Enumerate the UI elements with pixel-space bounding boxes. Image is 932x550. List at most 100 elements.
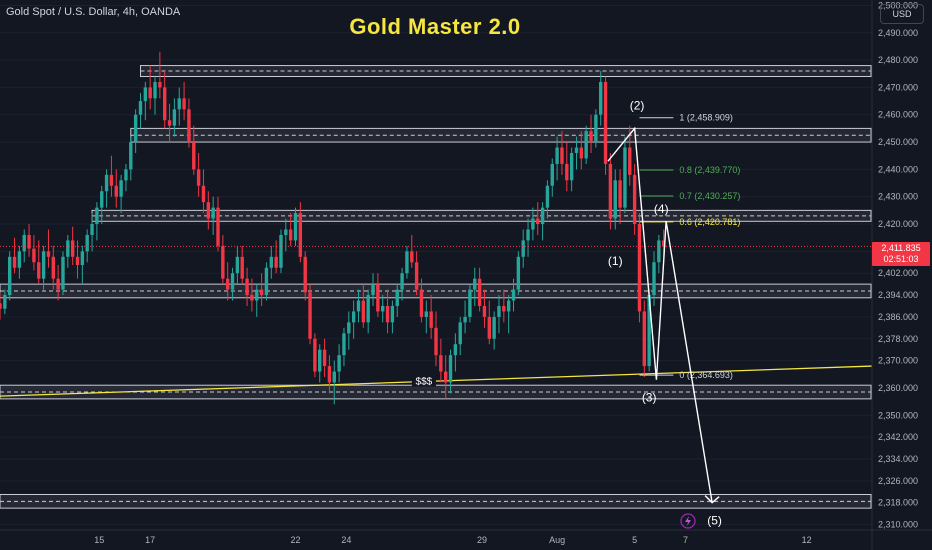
candle-body bbox=[342, 333, 346, 356]
candle-body bbox=[487, 316, 491, 339]
candle-body bbox=[376, 284, 380, 312]
candle-body bbox=[405, 251, 409, 274]
candle-body bbox=[361, 300, 366, 323]
candle-body bbox=[652, 262, 656, 296]
candle-body bbox=[172, 109, 177, 126]
price-tick-label: 2,370.000 bbox=[878, 356, 918, 366]
candle-body bbox=[211, 207, 215, 219]
candle-body bbox=[85, 234, 89, 252]
candle-body bbox=[366, 295, 370, 323]
candle-body bbox=[3, 295, 7, 309]
candle-body bbox=[138, 101, 143, 115]
price-tick-label: 2,490.000 bbox=[878, 28, 918, 38]
price-tick-label: 2,430.000 bbox=[878, 192, 918, 202]
candle-body bbox=[400, 273, 404, 290]
candle-body bbox=[245, 278, 249, 296]
candle-body bbox=[95, 207, 99, 225]
candle-body bbox=[182, 98, 186, 110]
candle-body bbox=[395, 289, 399, 306]
lightning-icon-ring bbox=[680, 513, 696, 529]
price-axis[interactable]: 2,500.000 2,490.000 2,480.000 2,470.000 2,46… bbox=[871, 0, 918, 550]
candle-body bbox=[410, 251, 414, 263]
zone-box bbox=[130, 127, 872, 143]
fib-label: 0.8 (2,439.770) bbox=[679, 165, 740, 175]
time-tick-label: Aug bbox=[549, 535, 565, 545]
candle-body bbox=[80, 251, 85, 265]
time-axis[interactable]: 15 17 22 24 29 Aug 5 7 12 bbox=[0, 529, 932, 545]
candle-body bbox=[337, 355, 341, 372]
candle-body bbox=[642, 311, 647, 367]
price-tick-label: 2,470.000 bbox=[878, 82, 918, 92]
candle-body bbox=[657, 240, 661, 263]
lightning-icon[interactable] bbox=[680, 513, 696, 529]
candle-body bbox=[313, 338, 317, 372]
current-price-value: 2,411.835 bbox=[881, 243, 921, 253]
candle-body bbox=[385, 305, 390, 323]
candle-body bbox=[492, 316, 496, 339]
candle-body bbox=[322, 349, 327, 367]
candle-body bbox=[608, 163, 613, 219]
candle-body bbox=[327, 366, 332, 383]
candle-body bbox=[114, 185, 118, 197]
candle-body bbox=[628, 147, 632, 175]
candle-body bbox=[75, 256, 80, 265]
candle-body bbox=[206, 202, 211, 219]
elliott-wave-projection: (1) (2) (3) (4) (5) bbox=[607, 98, 722, 528]
candle-body bbox=[274, 256, 278, 268]
candle-body bbox=[506, 300, 511, 312]
candle-body bbox=[12, 256, 17, 268]
currency-button[interactable]: USD bbox=[880, 4, 924, 24]
candle-body bbox=[109, 174, 114, 186]
candle-body bbox=[429, 311, 433, 328]
candle-body bbox=[100, 191, 104, 208]
candle-body bbox=[90, 224, 94, 235]
candle-body bbox=[284, 229, 288, 235]
symbol-description: Gold Spot / U.S. Dollar, 4h, OANDA bbox=[6, 6, 181, 18]
candle-body bbox=[119, 180, 123, 197]
candle-body bbox=[516, 256, 521, 290]
candle-body bbox=[390, 305, 395, 323]
price-tick-label: 2,500.000 bbox=[878, 0, 918, 10]
candle-body bbox=[468, 289, 472, 317]
candle-body bbox=[269, 256, 273, 268]
candle-body bbox=[565, 163, 569, 181]
candle-body bbox=[61, 256, 65, 290]
wave-label: (2) bbox=[630, 98, 645, 112]
candle-body bbox=[51, 256, 55, 279]
candle-body bbox=[594, 114, 598, 143]
candle-body bbox=[298, 213, 303, 257]
candle-body bbox=[250, 295, 254, 301]
candle-body bbox=[143, 87, 148, 102]
candle-body bbox=[347, 322, 351, 334]
price-tick-label: 2,480.000 bbox=[878, 55, 918, 65]
price-tick-label: 2,378.000 bbox=[878, 334, 918, 344]
candle-body bbox=[221, 245, 225, 279]
price-tick-label: 2,360.000 bbox=[878, 383, 918, 393]
candle-body bbox=[458, 322, 462, 345]
price-tick-label: 2,440.000 bbox=[878, 164, 918, 174]
candle-body bbox=[560, 147, 564, 164]
chart-grid bbox=[0, 4, 872, 526]
candle-body bbox=[27, 234, 31, 249]
candle-body bbox=[230, 273, 235, 290]
candle-body bbox=[46, 251, 51, 257]
candle-body bbox=[526, 229, 530, 241]
candle-body bbox=[443, 371, 448, 383]
candle-body bbox=[482, 305, 487, 317]
wave-arrowhead bbox=[704, 495, 720, 504]
candle-body bbox=[56, 278, 60, 290]
candle-body bbox=[148, 87, 152, 99]
price-tick-label: 2,450.000 bbox=[878, 137, 918, 147]
candle-body bbox=[7, 256, 12, 296]
candle-body bbox=[196, 169, 201, 186]
wave-label: (4) bbox=[654, 202, 669, 216]
trendline-label-bg bbox=[411, 374, 436, 387]
candle-body bbox=[414, 262, 419, 290]
candle-body bbox=[158, 81, 162, 88]
current-price-tag: 2,411.835 02:51:03 bbox=[872, 242, 930, 266]
candle-body bbox=[308, 292, 312, 339]
candle-body bbox=[279, 234, 283, 268]
candle-body bbox=[177, 98, 181, 110]
candle-body bbox=[153, 81, 157, 99]
